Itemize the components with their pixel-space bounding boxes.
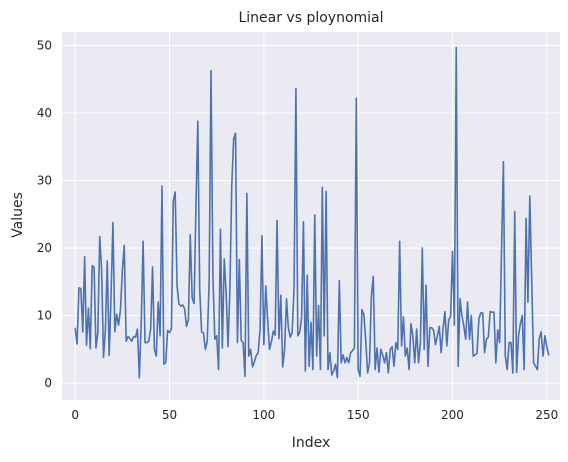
x-tick-labels: 0 50 100 150 200 250 — [71, 408, 558, 422]
y-tick-label: 20 — [37, 241, 52, 255]
x-tick-label: 250 — [535, 408, 558, 422]
y-tick-label: 30 — [37, 174, 52, 188]
y-tick-label: 40 — [37, 106, 52, 120]
x-tick-label: 100 — [252, 408, 275, 422]
y-tick-label: 0 — [44, 376, 52, 390]
y-tick-label: 50 — [37, 39, 52, 53]
x-tick-label: 50 — [162, 408, 177, 422]
y-axis-label: Values — [10, 192, 26, 238]
x-tick-label: 150 — [347, 408, 370, 422]
x-tick-label: 0 — [71, 408, 79, 422]
x-axis-label: Index — [292, 435, 331, 451]
series-line — [74, 46, 550, 379]
y-tick-labels: 0 10 20 30 40 50 — [37, 39, 52, 391]
y-tick-label: 10 — [37, 309, 52, 323]
chart-title: Linear vs ploynomial — [238, 10, 383, 26]
x-tick-label: 200 — [441, 408, 464, 422]
